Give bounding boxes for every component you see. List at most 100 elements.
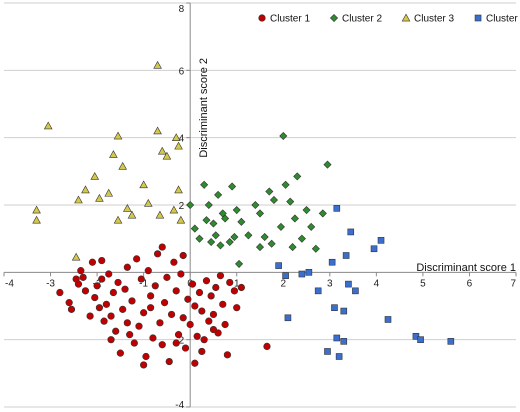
point-triangle [32, 205, 41, 214]
point-circle [151, 282, 159, 290]
point-diamond [195, 234, 204, 243]
point-diamond [237, 217, 246, 226]
point-circle [130, 339, 138, 347]
point-square [412, 332, 420, 340]
point-diamond [214, 190, 223, 199]
point-diamond [202, 216, 211, 225]
series-3 [32, 60, 186, 261]
point-square [417, 336, 424, 343]
point-circle [216, 272, 225, 280]
x-tick-label: 6 [467, 278, 473, 289]
point-triangle [174, 141, 183, 150]
point-triangle [127, 210, 137, 219]
point-circle [221, 320, 229, 329]
legend-marker [401, 13, 411, 22]
point-square [384, 316, 392, 323]
y-tick-label: 4 [179, 134, 185, 145]
point-circle [202, 277, 211, 285]
legend: Cluster 1 Cluster 2 Cluster 3 Cluster 4 [258, 13, 520, 25]
x-tick-label: 7 [510, 278, 516, 289]
x-tick-label: 2 [280, 278, 286, 289]
legend-item-3: Cluster 3 [401, 13, 454, 25]
point-circle [198, 347, 206, 356]
data-points [32, 60, 455, 369]
point-circle [158, 243, 166, 251]
point-diamond [286, 197, 295, 206]
point-circle [191, 359, 199, 367]
y-tick-label: 8 [179, 4, 185, 15]
point-square [331, 304, 338, 311]
point-circle [177, 270, 185, 278]
point-circle [223, 351, 232, 359]
point-circle [184, 295, 192, 303]
x-tick-label: 3 [327, 278, 333, 289]
point-circle [142, 352, 150, 361]
point-diamond [200, 180, 209, 189]
point-square [377, 237, 385, 244]
point-triangle [109, 150, 118, 158]
point-circle [123, 319, 131, 327]
point-circle [170, 258, 178, 266]
gridlines [4, 2, 516, 408]
point-triangle [153, 126, 162, 135]
point-diamond [207, 238, 216, 247]
point-circle [126, 331, 134, 339]
y-tick-label: 6 [179, 66, 185, 77]
point-circle [98, 275, 106, 283]
point-triangle [169, 205, 179, 214]
point-triangle [153, 60, 162, 69]
point-circle [77, 267, 85, 275]
point-triangle [143, 198, 153, 207]
point-triangle [155, 210, 165, 219]
point-circle [140, 309, 148, 317]
point-circle [144, 267, 152, 275]
point-diamond [279, 131, 288, 141]
series-2 [186, 131, 332, 268]
x-tick-label: -3 [46, 278, 55, 289]
point-circle [188, 280, 197, 288]
point-circle [135, 322, 143, 330]
point-circle [79, 273, 87, 281]
point-circle [193, 332, 201, 340]
legend-label: Cluster 4 [486, 14, 520, 25]
point-circle [112, 327, 120, 335]
point-circle [181, 344, 190, 352]
point-circle [147, 304, 155, 312]
legend-item-2: Cluster 2 [329, 14, 382, 25]
point-circle [200, 336, 208, 344]
point-circle [165, 357, 173, 366]
point-square [282, 272, 289, 280]
point-circle [114, 278, 122, 287]
point-square [340, 307, 348, 315]
point-circle [65, 299, 73, 307]
point-square [345, 280, 352, 288]
point-circle [133, 255, 141, 263]
point-circle [91, 293, 99, 302]
point-triangle [71, 252, 81, 261]
point-diamond [230, 232, 239, 242]
point-diamond [204, 200, 213, 210]
point-circle [230, 287, 238, 295]
point-circle [140, 361, 148, 369]
point-circle [95, 304, 104, 312]
point-circle [149, 334, 157, 342]
point-diamond [232, 206, 241, 215]
point-diamond [255, 243, 265, 252]
point-square [342, 252, 350, 259]
point-triangle [90, 171, 100, 180]
point-circle [98, 256, 106, 265]
point-diamond [209, 219, 218, 228]
point-diamond [318, 209, 327, 218]
x-tick-label: 1 [234, 278, 240, 289]
series-4 [275, 205, 455, 360]
point-circle [81, 287, 90, 295]
point-circle [263, 342, 271, 351]
point-circle [186, 320, 194, 329]
point-triangle [118, 161, 128, 170]
x-tick-label: 4 [374, 278, 380, 289]
point-diamond [251, 200, 260, 210]
point-square [333, 334, 341, 342]
point-circle [205, 317, 213, 325]
point-triangle [174, 185, 183, 194]
